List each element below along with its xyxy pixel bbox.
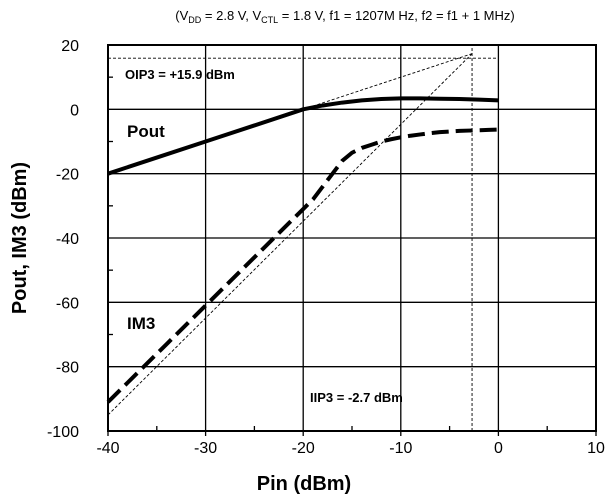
y-axis-label: Pout, IM3 (dBm) <box>9 162 31 314</box>
y-tick-label: -60 <box>56 295 79 312</box>
series-group <box>106 96 499 404</box>
pout-series-label: Pout <box>127 122 165 141</box>
x-tick-label: 10 <box>587 440 605 457</box>
y-tick-label: -40 <box>56 231 79 248</box>
y-tick-label: -100 <box>47 424 79 441</box>
chart-title: (VDD = 2.8 V, VCTL = 1.8 V, f1 = 1207M H… <box>175 8 514 25</box>
vctl-subscript: CTL <box>261 15 278 25</box>
im3-series-line <box>106 127 499 404</box>
pout-series-line <box>107 96 499 176</box>
x-tick-label: -20 <box>292 440 315 457</box>
x-tick-label: 0 <box>494 440 503 457</box>
y-tick-labels: -100 -80 -60 -40 -20 0 20 <box>47 38 79 441</box>
y-tick-label: 0 <box>70 102 79 119</box>
y-tick-label: -80 <box>56 360 79 377</box>
im3-extrapolation-line <box>107 53 473 416</box>
x-tick-label: -40 <box>96 440 119 457</box>
y-tick-label: -20 <box>56 167 79 184</box>
tick-marks <box>107 76 597 436</box>
y-tick-label: 20 <box>61 38 79 55</box>
reference-lines <box>108 45 499 431</box>
x-tick-label: -30 <box>194 440 217 457</box>
x-tick-label: -10 <box>389 440 412 457</box>
im3-series-label: IM3 <box>127 314 155 333</box>
x-axis-label: Pin (dBm) <box>257 473 351 495</box>
vdd-subscript: DD <box>188 15 201 25</box>
oip3-annotation: OIP3 = +15.9 dBm <box>125 67 235 82</box>
extrapolation-lines <box>107 53 473 416</box>
x-tick-labels: -40 -30 -20 -10 0 10 <box>96 440 605 457</box>
pout-extrapolation-line <box>303 53 473 110</box>
iip3-annotation: IIP3 = -2.7 dBm <box>310 390 403 405</box>
